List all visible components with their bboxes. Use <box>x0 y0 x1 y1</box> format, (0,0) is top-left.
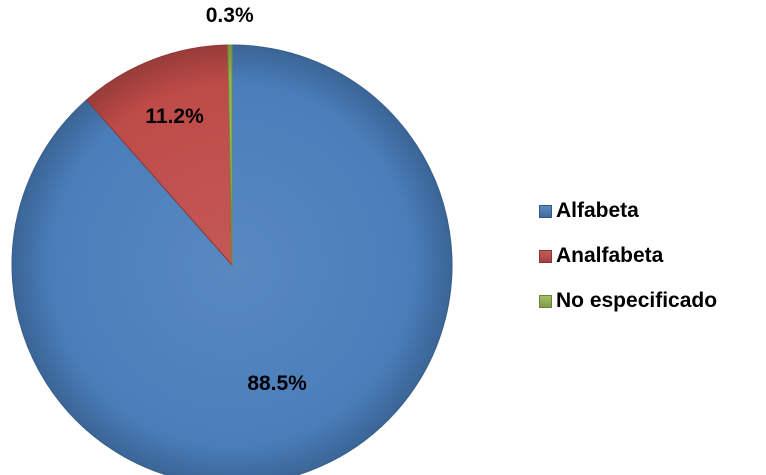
legend: Alfabeta Analfabeta No especificado <box>539 198 764 333</box>
legend-swatch-alfabeta <box>539 204 552 218</box>
data-label-alfabeta: 88.5% <box>247 372 307 395</box>
pie-slice-analfabeta <box>85 44 233 267</box>
data-label-analfabeta: 11.2% <box>145 105 204 128</box>
legend-swatch-analfabeta <box>539 249 552 263</box>
data-label-no-especificado: 0.3% <box>206 4 254 27</box>
pie-data-labels: 88.5% 11.2% 0.3% <box>145 4 307 395</box>
legend-label-no-especificado: No especificado <box>556 289 718 312</box>
pie-slice-no-especificado <box>227 44 233 266</box>
legend-swatch-no-especificado <box>539 294 552 308</box>
legend-item-alfabeta: Alfabeta <box>539 198 764 224</box>
legend-label-analfabeta: Analfabeta <box>556 244 664 267</box>
pie-slices <box>11 44 453 475</box>
legend-label-alfabeta: Alfabeta <box>556 199 639 222</box>
legend-item-analfabeta: Analfabeta <box>539 243 764 269</box>
legend-item-no-especificado: No especificado <box>539 288 764 314</box>
